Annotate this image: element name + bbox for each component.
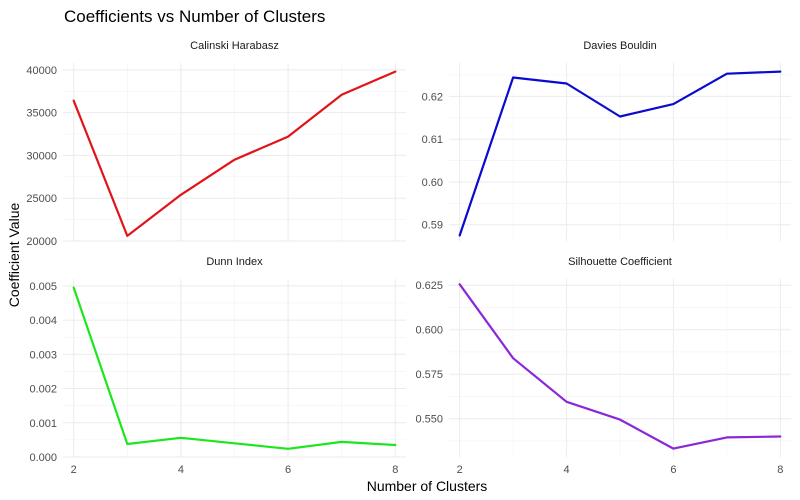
facet-panel: 0.550 0.575 0.600 0.625 2 4 6 8 Silhouette Coeff… — [415, 256, 791, 476]
facet-title: Davies Bouldin — [583, 40, 656, 52]
y-tick-label: 20000 — [26, 236, 57, 248]
x-axis-title: Number of Clusters — [367, 478, 488, 494]
y-tick-label: 0.60 — [422, 177, 443, 189]
x-tick-label: 2 — [457, 464, 463, 476]
y-tick-label: 0.003 — [29, 349, 57, 361]
y-tick-label: 25000 — [26, 193, 57, 205]
series-line — [458, 70, 782, 237]
y-tick-label: 0.001 — [29, 418, 57, 430]
y-tick-label: 0.000 — [29, 452, 57, 464]
y-tick-label: 0.625 — [415, 280, 443, 292]
x-tick-label: 6 — [285, 464, 291, 476]
y-tick-label: 35000 — [26, 108, 57, 120]
y-tick-label: 0.61 — [422, 134, 443, 146]
x-tick-label: 4 — [564, 464, 570, 476]
x-tick-label: 4 — [178, 464, 184, 476]
series-line — [458, 283, 782, 450]
facet-title: Silhouette Coefficient — [568, 256, 672, 268]
y-tick-label: 0.600 — [415, 325, 443, 337]
x-tick-label: 8 — [392, 464, 398, 476]
y-tick-label: 0.59 — [422, 220, 443, 232]
y-tick-label: 0.004 — [29, 315, 57, 327]
y-tick-label: 0.002 — [29, 384, 57, 396]
facet-panel: 0.000 0.001 0.002 0.003 0.004 0.005 2 4 6 8 Dunn I… — [29, 256, 406, 476]
y-tick-label: 0.62 — [422, 91, 443, 103]
y-tick-label: 40000 — [26, 65, 57, 77]
facet-title: Dunn Index — [206, 256, 263, 268]
y-tick-label: 0.005 — [29, 281, 57, 293]
x-tick-label: 6 — [670, 464, 676, 476]
y-tick-label: 30000 — [26, 150, 57, 162]
y-tick-label: 0.550 — [415, 414, 443, 426]
chart-panels: 20000 25000 30000 35000 40000 Calinski Haraba… — [26, 40, 791, 476]
facet-title: Calinski Harabasz — [190, 40, 279, 52]
facet-panel: 0.59 0.60 0.61 0.62 Davies Bouldin — [422, 40, 791, 241]
chart-title: Coefficients vs Number of Clusters — [64, 7, 325, 26]
x-tick-label: 2 — [71, 464, 77, 476]
series-line — [72, 286, 397, 450]
facet-panel: 20000 25000 30000 35000 40000 Calinski Haraba… — [26, 40, 406, 248]
y-axis-title: Coefficient Value — [6, 203, 22, 308]
x-tick-label: 8 — [777, 464, 783, 476]
series-line — [72, 70, 397, 237]
y-tick-label: 0.575 — [415, 369, 443, 381]
